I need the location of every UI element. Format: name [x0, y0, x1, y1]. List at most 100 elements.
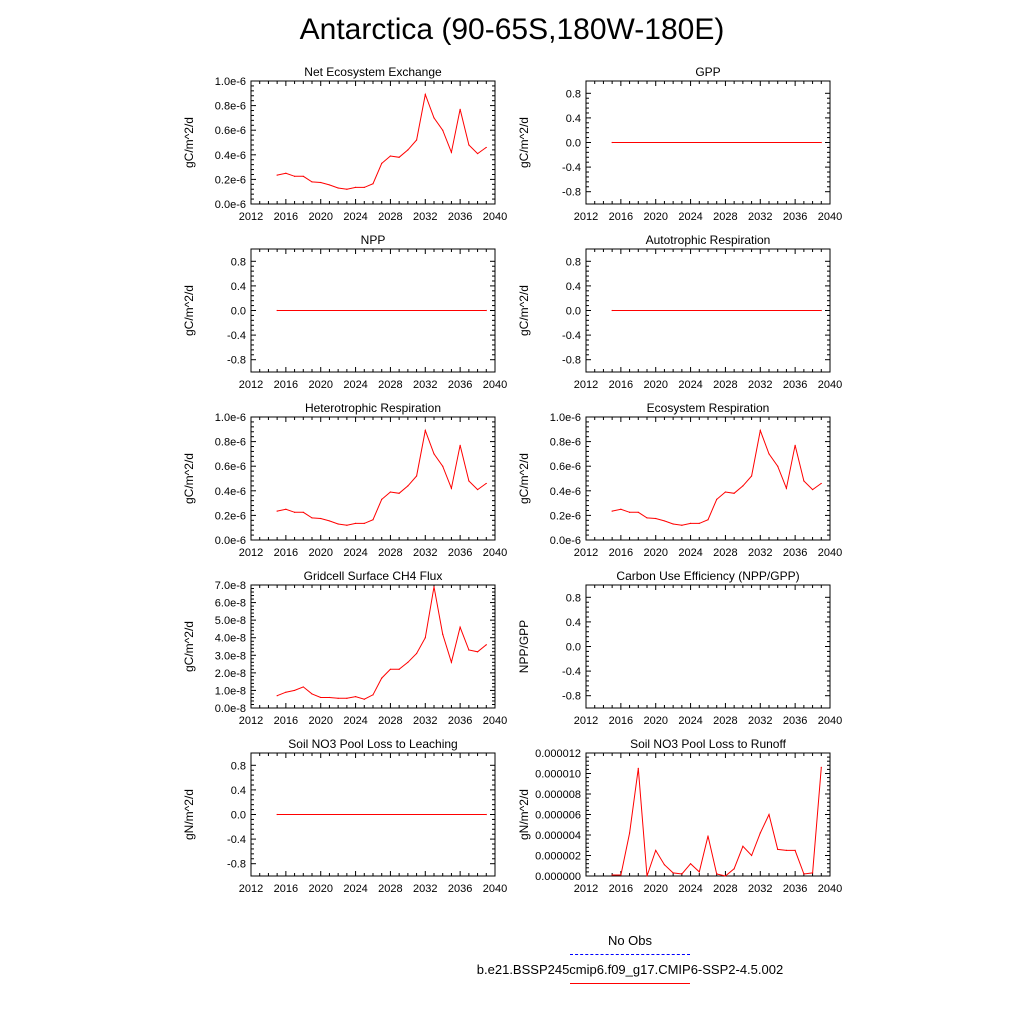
data-point: [398, 668, 400, 670]
x-tick-label: 2016: [274, 379, 298, 391]
x-tick-label: 2036: [783, 379, 807, 391]
data-point: [820, 141, 822, 144]
data-point: [450, 487, 453, 489]
x-tick-label: 2012: [239, 547, 263, 559]
x-tick-label: 2012: [574, 883, 598, 895]
data-point: [794, 444, 796, 446]
x-tick-label: 2024: [343, 715, 367, 727]
data-point: [794, 849, 796, 851]
data-point: [381, 677, 383, 679]
x-tick-label: 2016: [609, 715, 633, 727]
data-point: [433, 586, 435, 588]
x-tick-label: 2024: [678, 883, 702, 895]
data-point: [320, 517, 322, 520]
x-tick-label: 2028: [378, 547, 402, 559]
x-tick-label: 2024: [678, 211, 702, 223]
y-axis-label: gC/m^2/d: [182, 621, 196, 672]
y-tick-label: 0.8: [566, 592, 581, 604]
data-point: [485, 482, 487, 485]
x-tick-label: 2036: [448, 715, 472, 727]
data-point: [611, 510, 613, 512]
x-tick-label: 2012: [239, 883, 263, 895]
plot-frame: [250, 80, 496, 205]
y-tick-label: 1.0e-6: [215, 76, 246, 88]
data-point: [398, 492, 400, 494]
x-tick-label: 2036: [783, 883, 807, 895]
x-tick-label: 2020: [643, 715, 667, 727]
data-point: [311, 181, 313, 183]
chart-hr: Heterotrophic Respiration 2012 2016 2020 202…: [182, 401, 507, 559]
x-tick-label: 2032: [748, 547, 772, 559]
data-point: [750, 854, 753, 857]
data-point: [663, 864, 666, 866]
data-point: [372, 694, 374, 696]
y-tick-label: 0.6e-6: [550, 461, 581, 473]
data-point: [716, 873, 718, 875]
data-point: [724, 491, 727, 493]
y-axis-label: gC/m^2/d: [517, 285, 531, 336]
chart-er: Ecosystem Respiration 2012 2016 2020 2024 202…: [517, 401, 842, 559]
data-point: [803, 873, 805, 875]
data-point: [433, 117, 435, 119]
x-tick-label: 2036: [448, 211, 472, 223]
plot-frame: [585, 584, 831, 709]
data-point: [276, 309, 278, 312]
data-point: [381, 162, 383, 165]
data-point: [459, 626, 461, 628]
x-tick-label: 2012: [574, 211, 598, 223]
y-tick-label: 0.4: [231, 281, 246, 293]
data-point: [485, 146, 487, 149]
plot-frame: [250, 584, 496, 709]
y-tick-label: 0.2e-6: [215, 510, 246, 522]
plot-frame: [250, 416, 496, 541]
x-tick-label: 2028: [378, 883, 402, 895]
x-tick-label: 2036: [783, 211, 807, 223]
chart-title: NPP: [361, 233, 386, 247]
chart-gpp: GPP 2012 2016 2020 2024 2028 2032 2036 2040 -0.8 -…: [517, 65, 842, 223]
data-point: [337, 523, 339, 525]
x-tick-label: 2024: [678, 547, 702, 559]
data-point: [681, 873, 683, 875]
x-tick-label: 2032: [748, 883, 772, 895]
chart-title: Ecosystem Respiration: [647, 401, 770, 415]
y-tick-label: 0.8e-6: [550, 437, 581, 449]
chart-title: GPP: [695, 65, 720, 79]
data-point: [698, 522, 700, 524]
y-tick-label: 0.8: [566, 88, 581, 100]
legend-model-label: b.e21.BSSP245cmip6.f09_g17.CMIP6-SSP2-4.…: [476, 962, 784, 977]
data-point: [707, 519, 709, 521]
y-tick-label: 0.6e-6: [215, 125, 246, 137]
data-point: [363, 698, 365, 700]
data-point: [733, 492, 735, 494]
y-tick-label: 0.4: [566, 617, 581, 629]
y-tick-label: 0.0e-6: [215, 199, 246, 211]
y-tick-label: 0.000000: [535, 871, 581, 883]
x-tick-label: 2020: [643, 883, 667, 895]
y-tick-label: -0.4: [227, 330, 246, 342]
x-tick-label: 2020: [308, 211, 332, 223]
data-point: [646, 517, 648, 519]
x-tick-label: 2028: [713, 211, 737, 223]
x-tick-label: 2028: [713, 883, 737, 895]
y-tick-label: 1.0e-8: [215, 685, 246, 697]
chart-ch4: Gridcell Surface CH4 Flux 2012 2016 2020 202…: [182, 569, 507, 727]
series-line-model: [611, 428, 822, 526]
y-tick-label: 7.0e-8: [215, 580, 246, 592]
x-tick-label: 2020: [643, 547, 667, 559]
data-point: [698, 871, 700, 873]
legend-obs-label: No Obs: [607, 933, 653, 948]
y-tick-label: 1.0e-6: [215, 412, 246, 424]
data-point: [759, 429, 761, 432]
y-tick-label: -0.8: [562, 355, 581, 367]
y-tick-label: -0.8: [562, 187, 581, 199]
y-tick-label: 0.8: [231, 760, 246, 772]
data-point: [442, 129, 444, 131]
y-tick-label: 2.0e-8: [215, 668, 246, 680]
y-axis-label: gC/m^2/d: [517, 453, 531, 504]
data-point: [759, 832, 761, 834]
x-tick-label: 2028: [713, 715, 737, 727]
x-tick-label: 2028: [378, 211, 402, 223]
data-point: [820, 482, 822, 485]
y-tick-label: -0.8: [227, 355, 246, 367]
data-point: [611, 141, 613, 144]
